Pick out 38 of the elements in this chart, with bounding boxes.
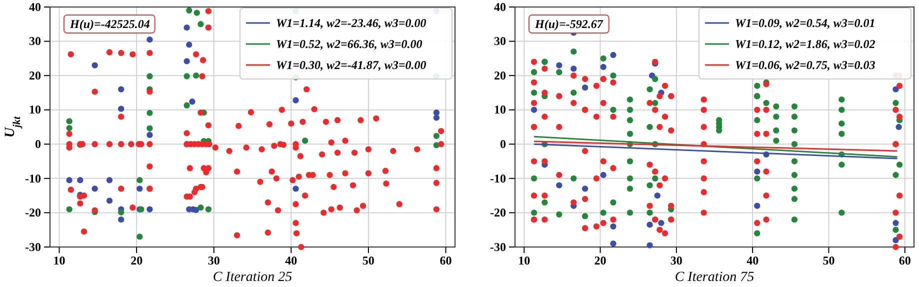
x-tick-label: 30 [670,254,682,268]
annotation: H(u)=-42525.04 [69,17,150,31]
legend-label: W1=0.06, w2=0.75, w3=0.03 [735,58,876,72]
legend-label: W1=0.52, w2=66.36, w3=0.00 [276,37,422,51]
x-tick-label: 20 [594,254,606,268]
y-tick-label: -10 [490,171,506,186]
y-tick-label: 20 [29,68,41,82]
y-tick-label: 40 [29,0,41,14]
x-tick-label: 50 [362,254,374,268]
x-tick-label: 60 [898,254,911,268]
y-tick-label: 40 [494,0,506,14]
x-tick-label: 40 [746,254,759,268]
y-tick-label: -30 [490,240,506,254]
y-tick-label: -30 [25,240,41,254]
y-tick-label: 0 [500,136,506,151]
x-tick-label: 20 [130,254,143,268]
annotation: H(u)=-592.67 [534,17,604,31]
legend-label: W1=0.12, w2=1.86, w3=0.02 [735,37,876,51]
y-tick-label: -10 [25,171,41,186]
y-tick-label: 0 [35,136,41,151]
x-tick-label: 10 [53,254,66,268]
y-tick-label: 30 [29,34,41,48]
y-tick-label: 20 [494,68,506,82]
x-tick-label: 50 [822,254,835,268]
y-tick-label: 30 [494,34,506,48]
legend-label: W1=1.14, w2=-23.46, w3=0.00 [276,16,426,30]
x-axis-title: C Iteration 75 [674,270,754,285]
x-tick-label: 10 [518,254,530,268]
x-tick-label: 30 [208,254,220,268]
x-axis-title: C Iteration 25 [212,270,292,285]
y-tick-label: -20 [490,206,506,220]
y-tick-label: -20 [25,206,41,220]
y-tick-label: 10 [29,102,41,117]
legend-label: W1=0.30, w2=-41.87, w3=0.00 [276,58,426,72]
y-tick-label: 10 [494,102,506,117]
legend-label: W1=0.09, w2=0.54, w3=0.01 [735,16,876,30]
x-tick-label: 60 [440,254,452,268]
x-tick-label: 40 [285,254,298,268]
